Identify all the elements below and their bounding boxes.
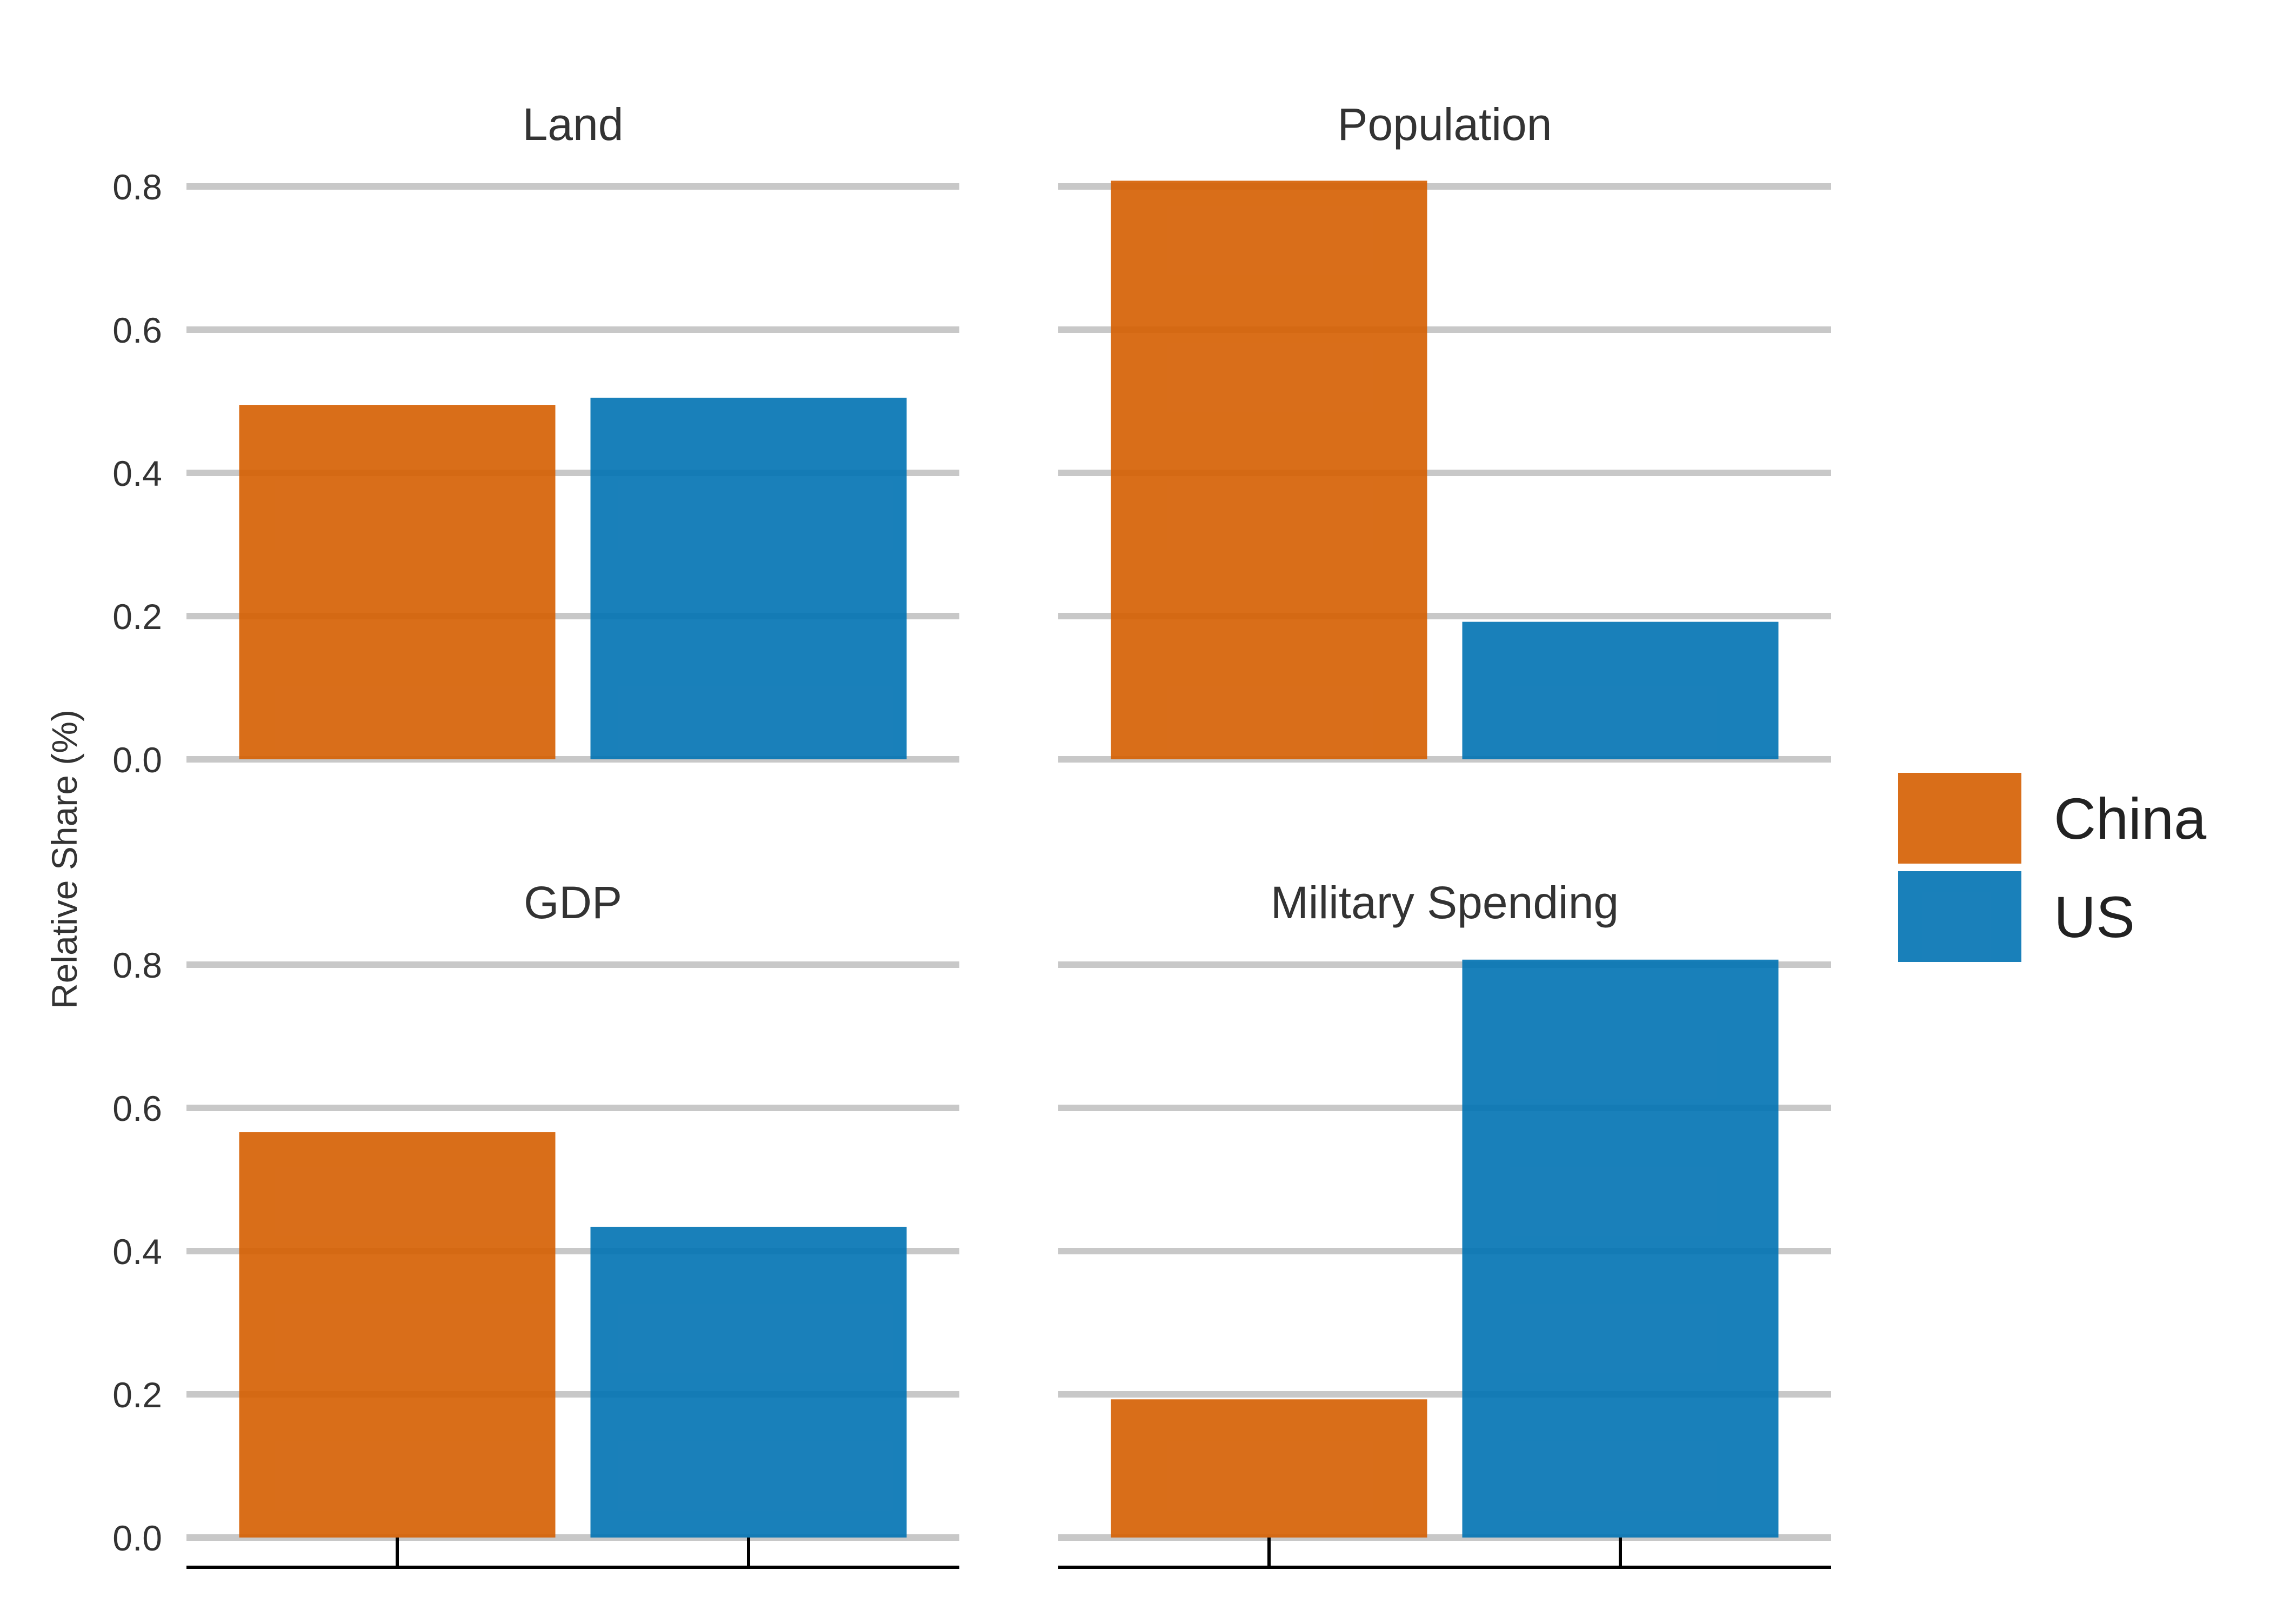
- y-tick-label: 0.4: [112, 453, 162, 493]
- y-tick-label: 0.2: [112, 597, 162, 637]
- panel-military-spending: Military Spending: [1058, 877, 1831, 1569]
- bar-us: [590, 397, 907, 759]
- panel-population: Population: [1058, 99, 1831, 763]
- legend-label-us: US: [2054, 884, 2135, 950]
- y-tick-label: 0.0: [112, 740, 162, 780]
- bar-china: [1111, 1399, 1427, 1538]
- y-tick-label: 0.8: [112, 945, 162, 985]
- panel-title: Population: [1338, 99, 1552, 150]
- legend: China US: [1898, 773, 2207, 962]
- bar-us: [1462, 621, 1779, 759]
- bar-china: [239, 405, 556, 759]
- panel-title: GDP: [524, 877, 622, 928]
- y-tick-label: 0.8: [112, 167, 162, 207]
- legend-swatch-china: [1898, 773, 2021, 864]
- y-tick-label: 0.6: [112, 310, 162, 350]
- legend-swatch-us: [1898, 871, 2021, 962]
- y-tick-label: 0.4: [112, 1232, 162, 1272]
- y-tick-label: 0.6: [112, 1088, 162, 1128]
- y-axis-title: Relative Share (%): [44, 710, 84, 1009]
- bar-china: [1111, 181, 1427, 759]
- legend-label-china: China: [2054, 786, 2207, 851]
- bar-us: [1462, 959, 1779, 1538]
- panel-land: 0.0 0.2 0.4 0.6 0.8 Land: [112, 99, 959, 780]
- panel-gdp: 0.0 0.2 0.4 0.6 0.8 GDP: [112, 877, 959, 1569]
- panel-title: Land: [523, 99, 624, 150]
- bar-china: [239, 1132, 556, 1538]
- bar-us: [590, 1226, 907, 1538]
- y-tick-label: 0.2: [112, 1375, 162, 1415]
- y-tick-label: 0.0: [112, 1518, 162, 1558]
- panel-title: Military Spending: [1271, 877, 1619, 928]
